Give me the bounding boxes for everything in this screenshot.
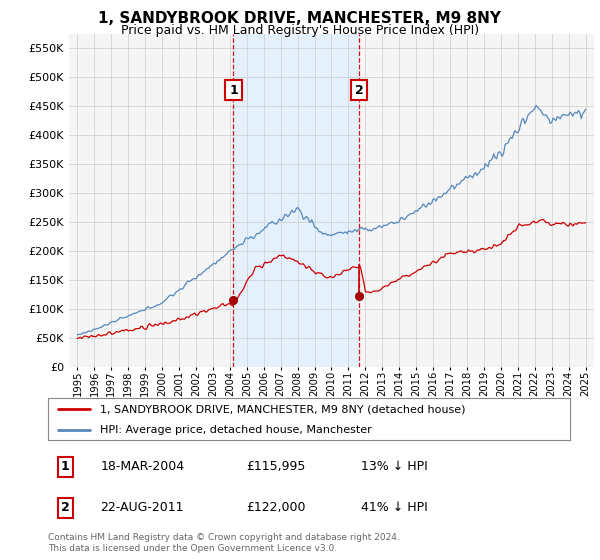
- Text: Contains HM Land Registry data © Crown copyright and database right 2024.
This d: Contains HM Land Registry data © Crown c…: [48, 533, 400, 553]
- Text: 22-AUG-2011: 22-AUG-2011: [100, 501, 184, 514]
- Text: £115,995: £115,995: [247, 460, 306, 473]
- Text: £122,000: £122,000: [247, 501, 306, 514]
- Text: 18-MAR-2004: 18-MAR-2004: [100, 460, 184, 473]
- Text: 2: 2: [355, 84, 364, 97]
- Text: 1: 1: [229, 84, 238, 97]
- Text: 1, SANDYBROOK DRIVE, MANCHESTER, M9 8NY (detached house): 1, SANDYBROOK DRIVE, MANCHESTER, M9 8NY …: [100, 404, 466, 414]
- Text: 1, SANDYBROOK DRIVE, MANCHESTER, M9 8NY: 1, SANDYBROOK DRIVE, MANCHESTER, M9 8NY: [98, 11, 502, 26]
- Text: 13% ↓ HPI: 13% ↓ HPI: [361, 460, 428, 473]
- Text: 1: 1: [61, 460, 70, 473]
- Text: 41% ↓ HPI: 41% ↓ HPI: [361, 501, 428, 514]
- Text: HPI: Average price, detached house, Manchester: HPI: Average price, detached house, Manc…: [100, 426, 372, 435]
- Text: 2: 2: [61, 501, 70, 514]
- Bar: [233, 34, 359, 367]
- Text: Price paid vs. HM Land Registry's House Price Index (HPI): Price paid vs. HM Land Registry's House …: [121, 24, 479, 36]
